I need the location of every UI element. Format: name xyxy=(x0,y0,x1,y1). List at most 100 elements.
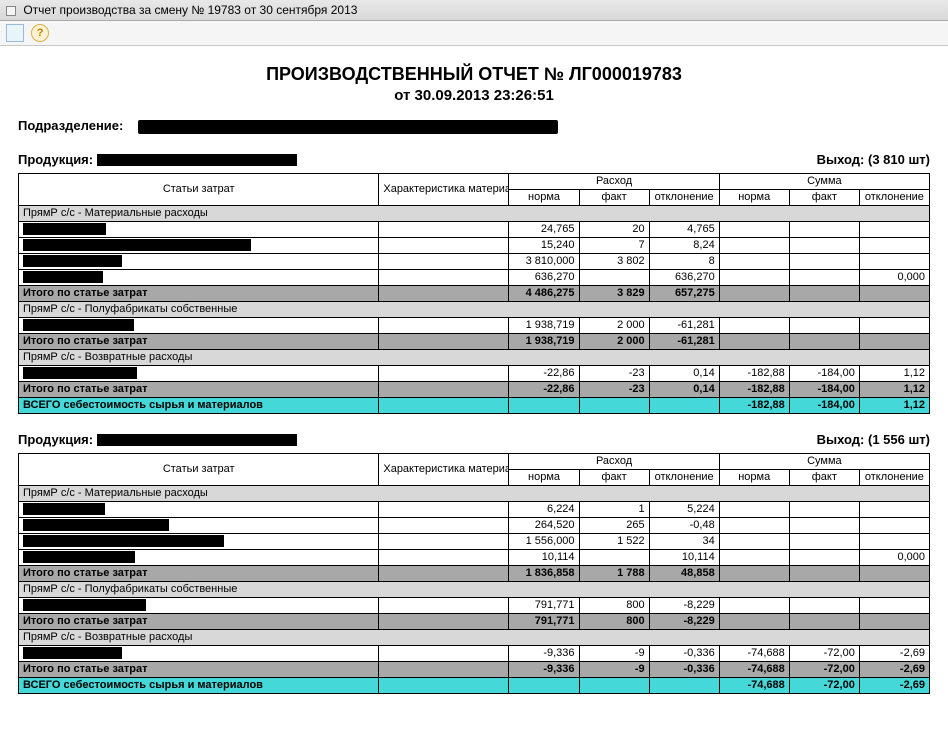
cost-table: Статьи затратХарактеристика материалаРас… xyxy=(18,173,930,414)
section-title: ПрямР с/с - Материальные расходы xyxy=(19,205,930,221)
section-title: ПрямР с/с - Возвратные расходы xyxy=(19,629,930,645)
th-material-char: Характеристика материала xyxy=(379,173,509,205)
product-name-redacted xyxy=(97,434,297,446)
th-norm: норма xyxy=(719,469,789,485)
table-row: 3 810,0003 8028 xyxy=(19,253,930,269)
table-row: 791,771800-8,229 xyxy=(19,597,930,613)
th-fact: факт xyxy=(789,469,859,485)
th-consumption: Расход xyxy=(509,453,719,469)
product-header: Продукция: Выход: (3 810 шт) xyxy=(18,152,930,167)
grand-label: ВСЕГО себестоимость сырья и материалов xyxy=(19,677,379,693)
toolbar: ? xyxy=(0,21,948,46)
table-row: 264,520265-0,48 xyxy=(19,517,930,533)
row-char xyxy=(379,365,509,381)
row-name-redacted xyxy=(19,365,379,381)
table-row: 1 938,7192 000-61,281 xyxy=(19,317,930,333)
grand-label: ВСЕГО себестоимость сырья и материалов xyxy=(19,397,379,413)
row-char xyxy=(379,317,509,333)
output-value: (1 556 шт) xyxy=(868,432,930,447)
department-row: Подразделение: xyxy=(18,118,930,134)
row-name-redacted xyxy=(19,221,379,237)
th-norm: норма xyxy=(509,469,579,485)
row-name-redacted xyxy=(19,253,379,269)
subtotal-label: Итого по статье затрат xyxy=(19,661,379,677)
th-deviation: отклонение xyxy=(859,189,929,205)
subtotal-label: Итого по статье затрат xyxy=(19,565,379,581)
table-row: 15,24078,24 xyxy=(19,237,930,253)
th-sum: Сумма xyxy=(719,453,929,469)
subtotal-row: Итого по статье затрат4 486,2753 829657,… xyxy=(19,285,930,301)
subtotal-label: Итого по статье затрат xyxy=(19,381,379,397)
grand-total-row: ВСЕГО себестоимость сырья и материалов-1… xyxy=(19,397,930,413)
table-row: 636,270636,2700,000 xyxy=(19,269,930,285)
table-row: 6,22415,224 xyxy=(19,501,930,517)
section-header: ПрямР с/с - Материальные расходы xyxy=(19,205,930,221)
save-icon[interactable] xyxy=(6,24,24,42)
product-label: Продукция: xyxy=(18,432,93,447)
section-header: ПрямР с/с - Возвратные расходы xyxy=(19,629,930,645)
th-fact: факт xyxy=(789,189,859,205)
help-icon[interactable]: ? xyxy=(31,24,49,42)
row-name-redacted xyxy=(19,517,379,533)
cost-table: Статьи затратХарактеристика материалаРас… xyxy=(18,453,930,694)
row-char xyxy=(379,549,509,565)
row-name-redacted xyxy=(19,549,379,565)
window-icon xyxy=(6,6,16,16)
th-deviation: отклонение xyxy=(649,189,719,205)
subtotal-row: Итого по статье затрат-22,86-230,14-182,… xyxy=(19,381,930,397)
department-label: Подразделение: xyxy=(18,118,123,133)
product-name-redacted xyxy=(97,154,297,166)
th-norm: норма xyxy=(509,189,579,205)
th-norm: норма xyxy=(719,189,789,205)
table-row: -22,86-230,14-182,88-184,001,12 xyxy=(19,365,930,381)
report-date: от 30.09.2013 23:26:51 xyxy=(18,87,930,104)
row-char xyxy=(379,269,509,285)
row-char xyxy=(379,533,509,549)
output-label: Выход: xyxy=(817,432,865,447)
th-consumption: Расход xyxy=(509,173,719,189)
subtotal-label: Итого по статье затрат xyxy=(19,613,379,629)
product-label: Продукция: xyxy=(18,152,93,167)
row-char xyxy=(379,597,509,613)
table-row: 10,11410,1140,000 xyxy=(19,549,930,565)
section-header: ПрямР с/с - Материальные расходы xyxy=(19,485,930,501)
row-char xyxy=(379,517,509,533)
row-char xyxy=(379,221,509,237)
th-sum: Сумма xyxy=(719,173,929,189)
window-title: Отчет производства за смену № 19783 от 3… xyxy=(23,3,357,17)
window-titlebar: Отчет производства за смену № 19783 от 3… xyxy=(0,0,948,21)
section-title: ПрямР с/с - Полуфабрикаты собственные xyxy=(19,581,930,597)
row-name-redacted xyxy=(19,533,379,549)
section-title: ПрямР с/с - Возвратные расходы xyxy=(19,349,930,365)
subtotal-row: Итого по статье затрат791,771800-8,229 xyxy=(19,613,930,629)
report-content: ПРОИЗВОДСТВЕННЫЙ ОТЧЕТ № ЛГ000019783 от … xyxy=(0,46,948,704)
row-char xyxy=(379,645,509,661)
row-name-redacted xyxy=(19,645,379,661)
table-row: 1 556,0001 52234 xyxy=(19,533,930,549)
department-redacted xyxy=(138,120,558,134)
subtotal-row: Итого по статье затрат1 836,8581 78848,8… xyxy=(19,565,930,581)
section-header: ПрямР с/с - Полуфабрикаты собственные xyxy=(19,581,930,597)
row-char xyxy=(379,237,509,253)
table-row: -9,336-9-0,336-74,688-72,00-2,69 xyxy=(19,645,930,661)
report-title: ПРОИЗВОДСТВЕННЫЙ ОТЧЕТ № ЛГ000019783 xyxy=(18,64,930,85)
row-name-redacted xyxy=(19,317,379,333)
row-name-redacted xyxy=(19,237,379,253)
th-deviation: отклонение xyxy=(859,469,929,485)
table-row: 24,765204,765 xyxy=(19,221,930,237)
row-char xyxy=(379,501,509,517)
output-value: (3 810 шт) xyxy=(868,152,930,167)
th-deviation: отклонение xyxy=(649,469,719,485)
row-name-redacted xyxy=(19,269,379,285)
row-char xyxy=(379,253,509,269)
row-name-redacted xyxy=(19,501,379,517)
th-cost-items: Статьи затрат xyxy=(19,453,379,485)
th-cost-items: Статьи затрат xyxy=(19,173,379,205)
th-material-char: Характеристика материала xyxy=(379,453,509,485)
subtotal-label: Итого по статье затрат xyxy=(19,285,379,301)
subtotal-label: Итого по статье затрат xyxy=(19,333,379,349)
subtotal-row: Итого по статье затрат-9,336-9-0,336-74,… xyxy=(19,661,930,677)
section-title: ПрямР с/с - Полуфабрикаты собственные xyxy=(19,301,930,317)
th-fact: факт xyxy=(579,189,649,205)
row-name-redacted xyxy=(19,597,379,613)
